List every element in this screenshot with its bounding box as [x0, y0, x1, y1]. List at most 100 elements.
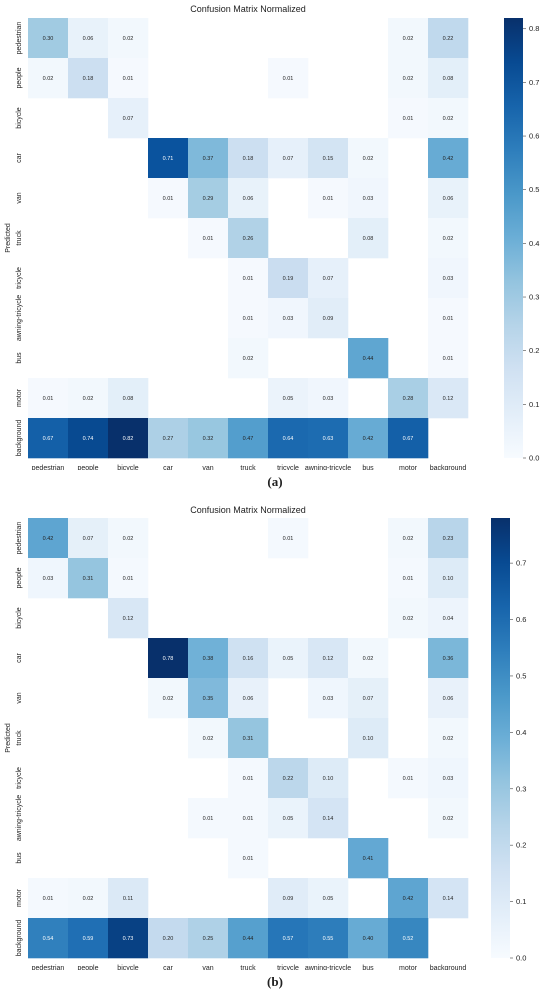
heatmap-cells: 0.30 0.06 0.02 0.02 0.22 0.02 0.18 0.01 0.01 0.02… [28, 18, 469, 459]
colorbar-tick-label: 0.6 [516, 615, 526, 624]
y-tick-tricycle: tricycle [16, 767, 23, 789]
cell-van-bus [348, 178, 389, 219]
y-tick-car: car [16, 152, 23, 162]
colorbar-tick-label: 0.1 [529, 400, 539, 409]
cell-value-label: 0.01 [403, 576, 414, 582]
cell-motor-bicycle [108, 878, 149, 919]
colorbar-tick-label: 0.7 [529, 78, 539, 87]
cell-value-label: 0.54 [43, 936, 54, 942]
cell-truck-van [188, 718, 229, 759]
cell-truck-truck [228, 718, 269, 759]
cell-pedestrian-tricycle [268, 518, 309, 559]
cell-tricycle-motor [388, 758, 429, 799]
cell-tricycle-truck [228, 758, 269, 799]
cell-value-label: 0.04 [443, 616, 454, 622]
y-tick-car: car [16, 652, 23, 662]
cell-value-label: 0.01 [43, 896, 54, 902]
cell-value-label: 0.52 [403, 936, 414, 942]
cell-bicycle-bicycle [108, 98, 149, 139]
cell-van-awning-tricycle [308, 678, 349, 719]
y-tick-background: background [16, 920, 23, 957]
cell-car-awning-tricycle [308, 138, 349, 179]
cell-value-label: 0.55 [323, 936, 334, 942]
cell-bicycle-background [428, 598, 469, 639]
x-tick-bicycle: bicycle [117, 965, 139, 970]
cell-van-bus [348, 678, 389, 719]
cell-awning-tricycle-background [428, 798, 469, 839]
x-tick-awning-tricycle: awning-tricycle [305, 965, 351, 970]
colorbar-tick-label: 0.2 [529, 346, 539, 355]
cell-bus-truck [228, 338, 269, 379]
cell-tricycle-awning-tricycle [308, 758, 349, 799]
cell-value-label: 0.29 [203, 196, 214, 202]
cell-car-truck [228, 638, 269, 679]
x-tick-car: car [163, 965, 173, 970]
cell-value-label: 0.14 [443, 896, 454, 902]
cell-value-label: 0.01 [243, 316, 254, 322]
cell-people-pedestrian [28, 558, 69, 599]
cell-background-tricycle [268, 418, 309, 459]
cell-value-label: 0.07 [363, 696, 374, 702]
cell-value-label: 0.05 [283, 396, 294, 402]
cell-motor-people [68, 878, 109, 919]
x-tick-tricycle: tricycle [277, 965, 299, 970]
cell-value-label: 0.42 [403, 896, 414, 902]
cell-truck-background [428, 718, 469, 759]
cell-tricycle-background [428, 758, 469, 799]
y-axis-label: Predicted [5, 223, 12, 253]
cell-pedestrian-pedestrian [28, 518, 69, 559]
cell-value-label: 0.07 [83, 536, 94, 542]
cell-value-label: 0.05 [283, 816, 294, 822]
cell-value-label: 0.07 [323, 276, 334, 282]
cell-value-label: 0.03 [443, 276, 454, 282]
cell-car-bus [348, 638, 389, 679]
cell-tricycle-background [428, 258, 469, 299]
cell-value-label: 0.12 [323, 656, 334, 662]
cell-value-label: 0.01 [203, 236, 214, 242]
cell-people-bicycle [108, 58, 149, 99]
cell-value-label: 0.25 [203, 936, 214, 942]
x-tick-motor: motor [399, 465, 418, 470]
cell-car-van [188, 138, 229, 179]
cell-value-label: 0.73 [123, 936, 134, 942]
y-tick-van: van [16, 692, 23, 703]
colorbar-tick-label: 0.1 [516, 897, 526, 906]
cell-bicycle-background [428, 98, 469, 139]
colorbar [504, 18, 523, 458]
x-tick-bus: bus [362, 965, 374, 970]
cell-value-label: 0.44 [243, 936, 254, 942]
cell-pedestrian-motor [388, 518, 429, 559]
cell-value-label: 0.03 [43, 576, 54, 582]
cell-value-label: 0.02 [403, 76, 414, 82]
cell-value-label: 0.82 [123, 436, 134, 442]
cell-value-label: 0.06 [243, 196, 254, 202]
cell-value-label: 0.01 [243, 856, 254, 862]
cell-motor-background [428, 878, 469, 919]
y-tick-motor: motor [16, 388, 23, 407]
cell-value-label: 0.57 [283, 936, 294, 942]
cell-van-car [148, 678, 189, 719]
cell-value-label: 0.23 [443, 536, 454, 542]
cell-motor-pedestrian [28, 878, 69, 919]
colorbar-tick-label: 0.6 [529, 132, 539, 141]
cell-value-label: 0.02 [123, 536, 134, 542]
cell-value-label: 0.30 [43, 36, 54, 42]
cell-tricycle-awning-tricycle [308, 258, 349, 299]
cell-value-label: 0.02 [403, 36, 414, 42]
cell-value-label: 0.01 [283, 76, 294, 82]
cell-value-label: 0.09 [283, 896, 294, 902]
cell-value-label: 0.28 [403, 396, 414, 402]
colorbar [491, 518, 510, 958]
x-tick-background: background [430, 965, 467, 970]
cell-motor-tricycle [268, 878, 309, 919]
cell-value-label: 0.02 [443, 236, 454, 242]
cell-value-label: 0.06 [83, 36, 94, 42]
colorbar-tick-label: 0.3 [529, 293, 539, 302]
cell-motor-awning-tricycle [308, 878, 349, 919]
colorbar-tick-label: 0.0 [516, 954, 526, 963]
cell-value-label: 0.07 [283, 156, 294, 162]
cell-value-label: 0.06 [243, 696, 254, 702]
cell-value-label: 0.08 [363, 236, 374, 242]
cell-value-label: 0.01 [403, 776, 414, 782]
